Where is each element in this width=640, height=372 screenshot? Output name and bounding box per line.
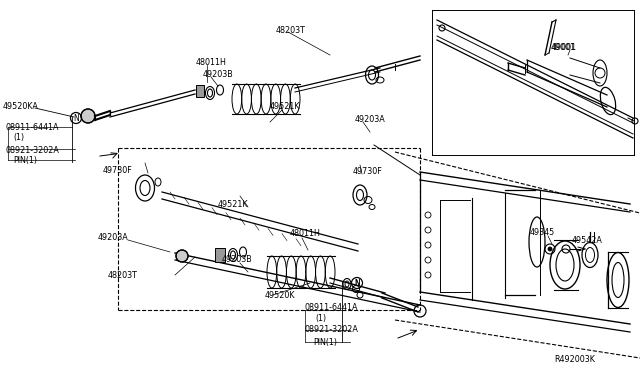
Text: 08911-6441A: 08911-6441A (305, 304, 358, 312)
Text: N: N (354, 279, 360, 288)
Text: 49345: 49345 (530, 228, 556, 237)
Text: 49730F: 49730F (103, 166, 132, 174)
Text: N: N (73, 113, 79, 122)
Text: 08921-3202A: 08921-3202A (305, 326, 359, 334)
Text: 49521K: 49521K (270, 102, 301, 110)
Bar (215, 248, 225, 262)
Text: (1): (1) (315, 314, 326, 323)
Text: 49203A: 49203A (355, 115, 386, 124)
Text: 49001: 49001 (552, 42, 577, 51)
Text: 49203B: 49203B (203, 70, 234, 78)
Text: 49521K: 49521K (218, 199, 248, 208)
Bar (196, 85, 204, 97)
Text: R492003K: R492003K (554, 356, 595, 365)
Text: 48011H: 48011H (290, 228, 321, 237)
Text: 48203T: 48203T (108, 272, 138, 280)
Text: 08921-3202A: 08921-3202A (5, 145, 59, 154)
Text: 49520K: 49520K (265, 291, 296, 299)
Text: 49203A: 49203A (98, 232, 129, 241)
Circle shape (81, 109, 95, 123)
Text: N: N (354, 279, 360, 288)
Circle shape (176, 250, 188, 262)
Text: 48203T: 48203T (276, 26, 306, 35)
Text: 49730F: 49730F (353, 167, 383, 176)
Text: PIN(1): PIN(1) (313, 337, 337, 346)
Text: 48011H: 48011H (196, 58, 227, 67)
Text: 49001: 49001 (551, 42, 576, 51)
Text: PIN(1): PIN(1) (13, 155, 37, 164)
Text: 49542A: 49542A (572, 235, 603, 244)
Circle shape (548, 247, 552, 251)
Text: (1): (1) (13, 132, 24, 141)
Text: 08911-6441A: 08911-6441A (5, 122, 58, 131)
Text: 49520KA: 49520KA (3, 102, 39, 110)
Text: 49203B: 49203B (222, 256, 253, 264)
